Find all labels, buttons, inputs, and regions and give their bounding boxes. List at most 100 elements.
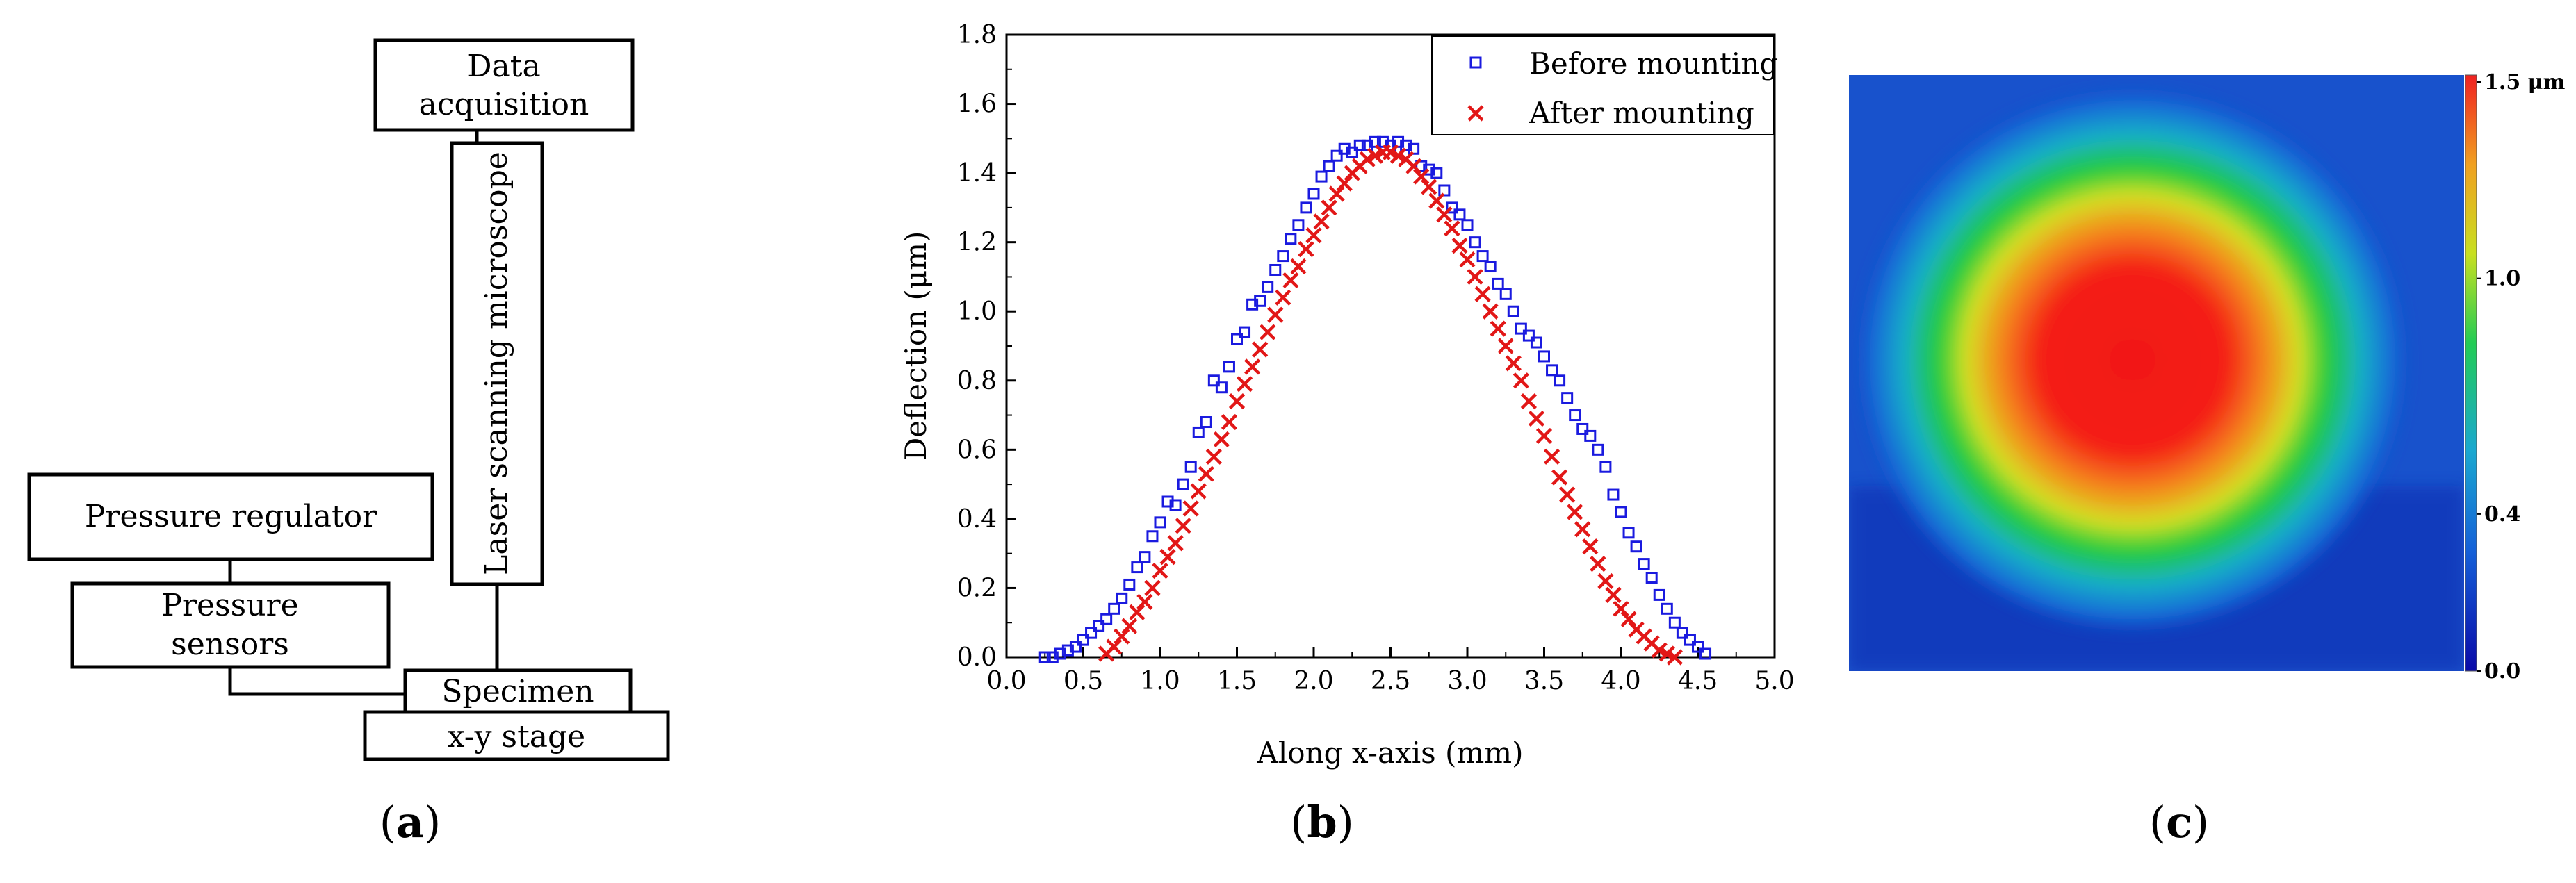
point-before-mounting: [1108, 602, 1120, 615]
data-acquisition-line2: acquisition: [419, 87, 589, 122]
point-after-mounting: [1505, 355, 1522, 372]
point-after-mounting: [1543, 448, 1560, 465]
point-before-mounting: [1684, 634, 1696, 646]
point-after-mounting: [1198, 465, 1214, 482]
point-before-mounting: [1046, 651, 1059, 663]
point-before-mounting: [1607, 488, 1620, 501]
point-before-mounting: [1139, 551, 1151, 563]
point-after-mounting: [1528, 410, 1545, 427]
point-after-mounting: [1282, 272, 1299, 289]
point-after-mounting: [1205, 448, 1222, 465]
point-before-mounting: [1146, 530, 1159, 543]
legend-label-after: After mounting: [1529, 96, 1754, 130]
point-after-mounting: [1428, 192, 1445, 209]
x-axis-label: Along x-axis (mm): [1257, 736, 1524, 770]
point-before-mounting: [1692, 641, 1704, 653]
point-after-mounting: [1190, 483, 1207, 500]
pressure-regulator-label: Pressure regulator: [85, 499, 377, 534]
x-tick-label: 2.5: [1371, 667, 1410, 695]
point-before-mounting: [1507, 305, 1519, 317]
colorbar-tick-label: 0.0: [2484, 659, 2520, 684]
point-after-mounting: [1267, 306, 1284, 323]
point-before-mounting: [1116, 592, 1128, 604]
point-before-mounting: [1161, 495, 1174, 508]
point-before-mounting: [1438, 184, 1451, 197]
point-before-mounting: [1292, 219, 1305, 231]
point-after-mounting: [1121, 618, 1138, 634]
y-tick-label: 0.8: [957, 367, 997, 395]
point-after-mounting: [1590, 556, 1606, 572]
point-before-mounting: [1522, 329, 1535, 342]
point-before-mounting: [1231, 333, 1243, 345]
point-after-mounting: [1613, 600, 1629, 617]
panel-b-caption: (b): [1290, 797, 1354, 848]
point-after-mounting: [1574, 521, 1591, 538]
point-before-mounting: [1200, 416, 1212, 429]
point-after-mounting: [1236, 376, 1253, 393]
point-after-mounting: [1666, 649, 1683, 666]
panel-a-labels: Data acquisition Laser scanning microsco…: [85, 49, 594, 848]
y-tick-label: 0.4: [957, 505, 997, 534]
point-before-mounting: [1584, 429, 1597, 442]
point-after-mounting: [1513, 372, 1529, 389]
point-before-mounting: [1630, 540, 1642, 553]
point-before-mounting: [1423, 163, 1435, 176]
point-before-mounting: [1615, 506, 1627, 518]
point-after-mounting: [1114, 628, 1130, 645]
point-before-mounting: [1599, 461, 1612, 473]
colorbar: [2465, 74, 2477, 672]
point-before-mounting: [1323, 160, 1335, 172]
point-before-mounting: [1638, 558, 1650, 570]
point-after-mounting: [1175, 518, 1191, 534]
point-after-mounting: [1497, 338, 1514, 354]
point-before-mounting: [1699, 647, 1712, 660]
point-before-mounting: [1469, 236, 1481, 249]
point-before-mounting: [1484, 261, 1497, 273]
connector-sensors-specimen: [228, 667, 405, 696]
y-tick-label: 1.6: [957, 90, 997, 119]
x-tick-label: 0.5: [1063, 667, 1103, 695]
point-before-mounting: [1330, 149, 1343, 162]
x-tick-label: 2.0: [1294, 667, 1333, 695]
point-after-mounting: [1244, 358, 1261, 375]
point-before-mounting: [1300, 201, 1312, 214]
pressure-sensors-line2: sensors: [171, 627, 289, 662]
point-after-mounting: [1136, 593, 1153, 610]
point-before-mounting: [1492, 277, 1504, 290]
point-before-mounting: [1676, 627, 1688, 639]
point-before-mounting: [1207, 374, 1220, 387]
point-after-mounting: [1421, 179, 1437, 195]
y-tick-label: 1.4: [957, 159, 997, 188]
point-after-mounting: [1321, 199, 1337, 216]
legend-marker-before: [1469, 56, 1482, 69]
point-after-mounting: [1597, 572, 1614, 590]
point-before-mounting: [1576, 422, 1589, 435]
point-after-mounting: [1328, 185, 1345, 202]
point-before-mounting: [1131, 561, 1143, 574]
point-after-mounting: [1605, 586, 1622, 603]
point-after-mounting: [1167, 535, 1184, 552]
point-after-mounting: [1290, 258, 1307, 275]
point-before-mounting: [1430, 167, 1443, 179]
x-tick-label: 3.5: [1524, 667, 1564, 695]
x-tick-label: 4.5: [1678, 667, 1718, 695]
series-after-mounting: [1098, 144, 1683, 666]
x-axis-ticks: 0.0 0.5 1.0 1.5 2.0 2.5 3.0 3.5 4.0 4.5 5.0: [986, 647, 1795, 695]
point-after-mounting: [1459, 251, 1476, 268]
point-after-mounting: [1582, 538, 1599, 555]
point-before-mounting: [1269, 263, 1282, 276]
y-tick-label: 0.6: [957, 436, 997, 464]
y-tick-label: 1.2: [957, 229, 997, 257]
point-before-mounting: [1038, 651, 1051, 663]
point-after-mounting: [1260, 324, 1276, 340]
point-before-mounting: [1277, 250, 1289, 263]
point-before-mounting: [1184, 461, 1197, 473]
point-after-mounting: [1275, 289, 1291, 306]
point-before-mounting: [1453, 208, 1466, 221]
y-tick-label: 1.8: [957, 21, 997, 49]
point-after-mounting: [1182, 500, 1199, 517]
heatmap-deflection-field: [1854, 85, 2411, 634]
panel-b-chart: 0.0 0.2 0.4 0.6 0.8 1.0 1.2 1.4 1.6 1.8 0.0 0.5 1.0…: [899, 21, 1795, 848]
point-after-mounting: [1213, 431, 1230, 447]
